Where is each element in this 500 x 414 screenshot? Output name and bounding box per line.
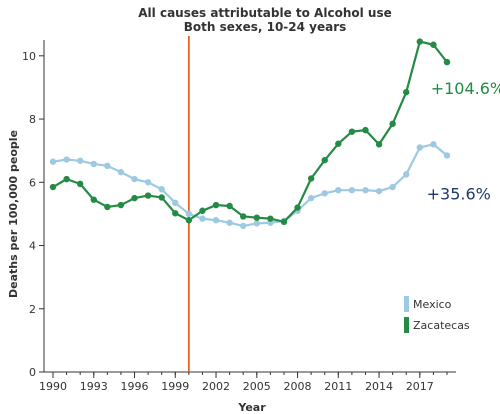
data-point-mexico [158, 186, 165, 193]
data-point-mexico [253, 220, 260, 227]
x-tick-label: 1996 [121, 380, 149, 393]
data-point-zacatecas [280, 218, 288, 226]
data-point-zacatecas [144, 192, 152, 199]
data-point-zacatecas [348, 128, 356, 135]
data-point-zacatecas [416, 38, 424, 45]
annotations: +104.6% +35.6% [427, 79, 500, 204]
data-point-zacatecas [294, 204, 301, 211]
series-zacatecas [49, 38, 451, 226]
data-point-zacatecas [389, 120, 396, 127]
x-tick-label: 2008 [284, 380, 312, 393]
legend-swatch-zacatecas [404, 317, 409, 333]
data-point-zacatecas [253, 214, 260, 221]
legend-swatch-mexico [404, 296, 409, 312]
x-axis: 1990 1993 1996 1999 2002 2005 2008 2011 2014 2017 [39, 372, 448, 393]
y-tick-label: 10 [22, 50, 36, 63]
y-tick-label: 0 [29, 366, 36, 379]
data-point-zacatecas [240, 213, 247, 220]
data-point-mexico [90, 160, 97, 168]
y-axis-title: Deaths per 100,000 people [7, 130, 20, 298]
data-point-zacatecas [307, 175, 315, 182]
chart-title: All causes attributable to Alcohol use [138, 6, 391, 20]
chart-subtitle: Both sexes, 10-24 years [184, 20, 347, 34]
data-point-zacatecas [443, 58, 451, 66]
data-point-zacatecas [172, 210, 179, 217]
y-tick-label: 8 [29, 113, 36, 126]
x-tick-label: 2011 [324, 380, 352, 393]
data-point-mexico [131, 175, 138, 183]
data-point-mexico [375, 187, 383, 195]
data-point-mexico [185, 210, 193, 218]
data-point-mexico [172, 199, 179, 207]
series-line-zacatecas [52, 40, 448, 223]
y-axis: 0 2 4 6 8 10 [22, 50, 44, 379]
data-point-zacatecas [430, 41, 437, 48]
data-point-mexico [144, 179, 152, 186]
data-point-mexico [63, 156, 70, 163]
data-point-mexico [76, 157, 84, 164]
legend-label-mexico: Mexico [413, 298, 452, 311]
data-point-mexico [199, 215, 206, 222]
data-point-mexico [416, 144, 424, 151]
axes [43, 40, 456, 373]
data-point-mexico [389, 183, 396, 191]
data-point-zacatecas [199, 207, 206, 214]
data-point-mexico [335, 186, 342, 194]
data-point-zacatecas [104, 203, 111, 211]
data-point-zacatecas [158, 194, 165, 201]
x-tick-label: 2014 [365, 380, 393, 393]
data-point-zacatecas [117, 201, 125, 209]
legend-label-zacatecas: Zacatecas [413, 319, 470, 332]
data-point-mexico [430, 141, 437, 148]
annotation: +104.6% [431, 79, 500, 98]
data-point-zacatecas [90, 196, 97, 203]
data-point-mexico [321, 190, 328, 197]
series-mexico [49, 141, 451, 230]
data-point-zacatecas [362, 126, 369, 134]
annotation: +35.6% [427, 185, 491, 204]
data-point-mexico [49, 158, 57, 165]
legend: Mexico Zacatecas [404, 296, 470, 333]
data-point-zacatecas [63, 175, 70, 183]
x-tick-label: 1993 [80, 380, 108, 393]
data-point-zacatecas [185, 217, 193, 224]
y-tick-label: 2 [29, 303, 36, 316]
x-axis-title: Year [237, 401, 266, 414]
x-tick-label: 2002 [202, 380, 230, 393]
data-point-mexico [348, 186, 356, 194]
x-tick-label: 1990 [39, 380, 67, 393]
y-tick-label: 6 [29, 176, 36, 189]
data-point-zacatecas [375, 141, 383, 148]
data-point-mexico [403, 171, 410, 178]
data-point-zacatecas [321, 156, 328, 164]
data-point-mexico [240, 222, 247, 230]
data-point-mexico [104, 162, 111, 170]
x-tick-label: 1999 [161, 380, 189, 393]
data-point-zacatecas [49, 183, 57, 191]
data-point-zacatecas [76, 180, 84, 188]
data-point-zacatecas [403, 88, 410, 96]
y-tick-label: 4 [29, 240, 36, 253]
data-point-mexico [443, 152, 451, 159]
data-point-zacatecas [267, 215, 274, 222]
series-line-mexico [52, 143, 448, 228]
series-layer [49, 38, 451, 230]
data-point-zacatecas [335, 140, 342, 147]
data-point-zacatecas [212, 201, 220, 209]
data-point-zacatecas [226, 202, 233, 210]
data-point-mexico [117, 168, 125, 176]
x-tick-label: 2017 [406, 380, 434, 393]
data-point-zacatecas [131, 194, 138, 202]
data-point-mexico [212, 217, 220, 224]
x-tick-label: 2005 [243, 380, 271, 393]
data-point-mexico [307, 194, 315, 202]
data-point-mexico [362, 186, 369, 194]
data-point-mexico [226, 219, 233, 226]
